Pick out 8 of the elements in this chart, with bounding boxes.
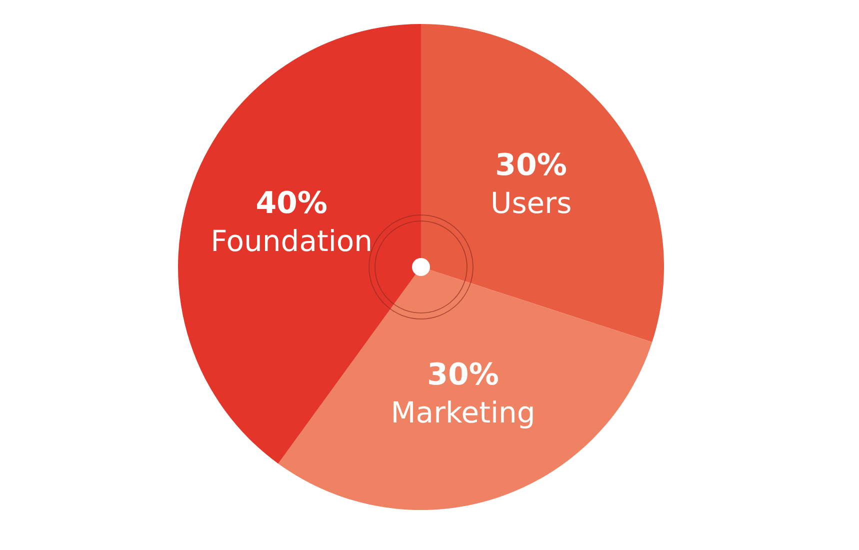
slice-label: Marketing (390, 395, 536, 430)
data-label: 40% (256, 186, 328, 221)
slice-label: Users (490, 186, 572, 220)
pie-slice (278, 267, 652, 510)
slice-label: Foundation (210, 224, 373, 258)
pie-slice (421, 24, 664, 342)
data-label: 30% (427, 357, 499, 392)
data-label: 30% (495, 148, 567, 184)
